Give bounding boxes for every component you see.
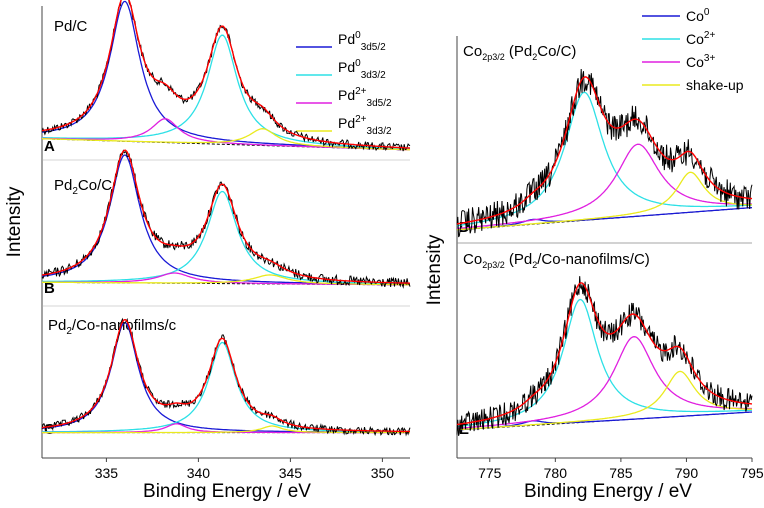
panel-a-raw-data — [41, 0, 411, 152]
panel-e-raw-data — [456, 276, 753, 436]
panel-d-fit-envelope — [456, 76, 753, 225]
panel-b-series-pd0-3d5-2 — [41, 154, 410, 285]
legend-co-label-2: Co2+ — [686, 30, 715, 47]
left-x-tick-label-1: 340 — [187, 465, 211, 481]
panel-d-series-shake-up — [456, 171, 753, 231]
panel-d-series-co2- — [456, 91, 753, 227]
panel-d-raw-data — [456, 68, 753, 238]
panel-e-series-shake-up — [456, 370, 753, 431]
right-x-tick-label-0: 775 — [478, 465, 502, 481]
panel-c-letter: C — [44, 421, 55, 438]
panel-c-fit-envelope — [41, 318, 410, 433]
panel-b-fit-envelope — [41, 149, 410, 284]
panel-a-fit-envelope — [41, 0, 411, 149]
legend-co-label-4: shake-up — [686, 77, 744, 93]
right-x-tick-label-4: 795 — [740, 465, 764, 481]
legend-co: Co0 Co2+ Co3+ shake-up — [642, 7, 744, 93]
left-x-tick-label-2: 345 — [279, 465, 303, 481]
panel-c-series-pd0-3d3-2 — [42, 341, 410, 433]
right-x-tick-label-3: 790 — [675, 465, 699, 481]
panel-b-letter: B — [44, 280, 55, 297]
panel-b-series-pd0-3d3-2 — [42, 190, 410, 285]
panel-c-label: Pd2/Co-nanofilms/c — [48, 317, 177, 337]
panel-a-letter: A — [44, 138, 55, 155]
legend-co-label-1: Co0 — [686, 7, 710, 24]
panel-c-raw-data — [41, 317, 411, 437]
right-x-axis-label: Binding Energy / eV — [524, 481, 692, 502]
legend-pd-label-2: Pd03d3/2 — [338, 58, 386, 81]
panel-e-label: Co2p3/2 (Pd2/Co-nanofilms/C) — [463, 251, 650, 270]
legend-pd-label-1: Pd03d5/2 — [338, 30, 386, 53]
left-y-axis-label: Intensity — [4, 186, 25, 257]
left-x-tick-label-3: 350 — [371, 465, 395, 481]
panel-b-label: Pd2Co/C — [54, 177, 112, 197]
panel-e-series-co2- — [456, 298, 752, 428]
panel-a-label: Pd/C — [54, 18, 88, 35]
right-y-axis-label: Intensity — [424, 234, 445, 305]
left-x-tick-label-0: 335 — [95, 465, 119, 481]
right-x-tick-label-1: 780 — [544, 465, 568, 481]
plot-layer: 335 340 345 350 775 780 785 790 795 — [41, 0, 764, 481]
legend-co-label-3: Co3+ — [686, 53, 715, 70]
panel-d-label: Co2p3/2 (Pd2Co/C) — [463, 43, 576, 62]
panel-c-series-pd0-3d5-2 — [41, 322, 410, 433]
legend-pd: Pd03d5/2 Pd03d3/2 Pd2+3d5/2 Pd2+3d3/2 — [296, 30, 392, 137]
legend-pd-label-3: Pd2+3d5/2 — [338, 86, 392, 109]
left-x-axis-label: Binding Energy / eV — [143, 481, 311, 502]
legend-pd-label-4: Pd2+3d3/2 — [338, 114, 392, 137]
panel-b-raw-data — [41, 149, 411, 289]
panel-e-fit-envelope — [456, 282, 753, 426]
right-x-tick-label-2: 785 — [609, 465, 633, 481]
